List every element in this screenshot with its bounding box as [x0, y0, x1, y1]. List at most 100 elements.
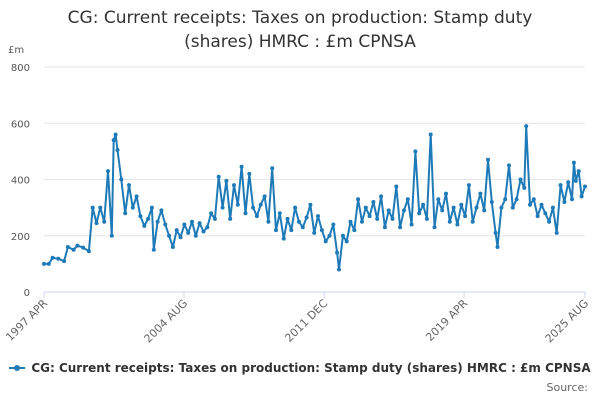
data-point[interactable]	[113, 132, 118, 137]
data-point[interactable]	[539, 202, 544, 207]
data-point[interactable]	[335, 250, 340, 255]
data-point[interactable]	[571, 160, 576, 165]
data-point[interactable]	[155, 219, 160, 224]
data-point[interactable]	[405, 197, 410, 202]
data-point[interactable]	[251, 205, 256, 210]
data-point[interactable]	[193, 233, 198, 238]
data-point[interactable]	[94, 221, 99, 226]
data-point[interactable]	[524, 124, 529, 129]
data-point[interactable]	[266, 219, 271, 224]
data-point[interactable]	[239, 164, 244, 169]
data-point[interactable]	[224, 178, 229, 183]
data-point[interactable]	[466, 183, 471, 188]
data-point[interactable]	[308, 202, 313, 207]
data-point[interactable]	[398, 225, 403, 230]
data-point[interactable]	[331, 222, 336, 227]
data-point[interactable]	[352, 228, 357, 233]
data-point[interactable]	[243, 211, 248, 216]
data-point[interactable]	[106, 169, 110, 174]
data-point[interactable]	[535, 214, 540, 219]
data-point[interactable]	[390, 216, 395, 221]
data-point[interactable]	[413, 149, 418, 154]
data-point[interactable]	[71, 247, 76, 252]
data-point[interactable]	[367, 214, 372, 219]
data-point[interactable]	[474, 205, 479, 210]
data-point[interactable]	[573, 178, 578, 183]
data-point[interactable]	[159, 208, 164, 213]
data-point[interactable]	[337, 267, 341, 272]
data-point[interactable]	[424, 216, 429, 221]
data-point[interactable]	[289, 228, 294, 233]
data-point[interactable]	[382, 225, 387, 230]
data-point[interactable]	[550, 205, 555, 210]
data-point[interactable]	[304, 215, 309, 220]
data-point[interactable]	[146, 216, 151, 221]
data-point[interactable]	[123, 211, 128, 216]
data-point[interactable]	[579, 194, 584, 199]
data-point[interactable]	[247, 171, 252, 176]
data-point[interactable]	[42, 261, 46, 266]
data-point[interactable]	[576, 169, 581, 174]
data-point[interactable]	[149, 205, 154, 210]
data-point[interactable]	[531, 197, 536, 202]
data-point[interactable]	[270, 166, 275, 171]
data-point[interactable]	[518, 177, 523, 182]
data-point[interactable]	[327, 233, 332, 238]
data-point[interactable]	[178, 235, 183, 240]
data-point[interactable]	[127, 183, 131, 188]
data-point[interactable]	[163, 222, 168, 227]
data-point[interactable]	[90, 205, 95, 210]
data-point[interactable]	[455, 222, 460, 227]
data-point[interactable]	[394, 184, 399, 189]
data-point[interactable]	[478, 191, 483, 196]
data-point[interactable]	[432, 225, 437, 230]
data-point[interactable]	[379, 194, 384, 199]
data-point[interactable]	[499, 205, 504, 210]
data-point[interactable]	[119, 177, 124, 182]
data-point[interactable]	[86, 249, 91, 254]
data-point[interactable]	[254, 214, 259, 219]
data-point[interactable]	[285, 216, 290, 221]
data-point[interactable]	[258, 202, 263, 207]
data-point[interactable]	[319, 228, 324, 233]
data-point[interactable]	[360, 219, 364, 224]
data-point[interactable]	[402, 208, 406, 213]
legend[interactable]: CG: Current receipts: Taxes on productio…	[0, 360, 600, 376]
data-point[interactable]	[344, 239, 349, 244]
data-point[interactable]	[444, 191, 448, 196]
data-point[interactable]	[558, 183, 563, 188]
data-point[interactable]	[109, 233, 114, 238]
data-point[interactable]	[190, 219, 194, 224]
data-point[interactable]	[470, 219, 475, 224]
data-point[interactable]	[81, 245, 86, 250]
data-point[interactable]	[323, 239, 328, 244]
data-point[interactable]	[197, 221, 202, 226]
data-point[interactable]	[493, 230, 498, 235]
data-point[interactable]	[554, 230, 559, 235]
data-point[interactable]	[134, 194, 139, 199]
data-point[interactable]	[130, 205, 135, 210]
data-point[interactable]	[186, 230, 191, 235]
data-point[interactable]	[56, 256, 61, 261]
data-point[interactable]	[170, 245, 175, 249]
data-point[interactable]	[50, 255, 55, 260]
data-point[interactable]	[440, 208, 445, 213]
data-point[interactable]	[182, 222, 187, 227]
data-point[interactable]	[212, 216, 217, 221]
data-point[interactable]	[209, 211, 214, 216]
data-point[interactable]	[274, 228, 278, 233]
data-point[interactable]	[312, 230, 317, 235]
data-point[interactable]	[528, 202, 532, 207]
data-point[interactable]	[115, 148, 120, 152]
data-point[interactable]	[447, 219, 452, 224]
data-point[interactable]	[228, 216, 233, 221]
data-point[interactable]	[386, 208, 391, 213]
data-point[interactable]	[201, 229, 206, 234]
data-point[interactable]	[495, 245, 500, 249]
data-point[interactable]	[543, 211, 548, 216]
data-point[interactable]	[316, 214, 320, 219]
data-point[interactable]	[296, 219, 301, 224]
data-point[interactable]	[174, 228, 179, 233]
data-point[interactable]	[428, 132, 433, 137]
data-point[interactable]	[232, 183, 236, 188]
